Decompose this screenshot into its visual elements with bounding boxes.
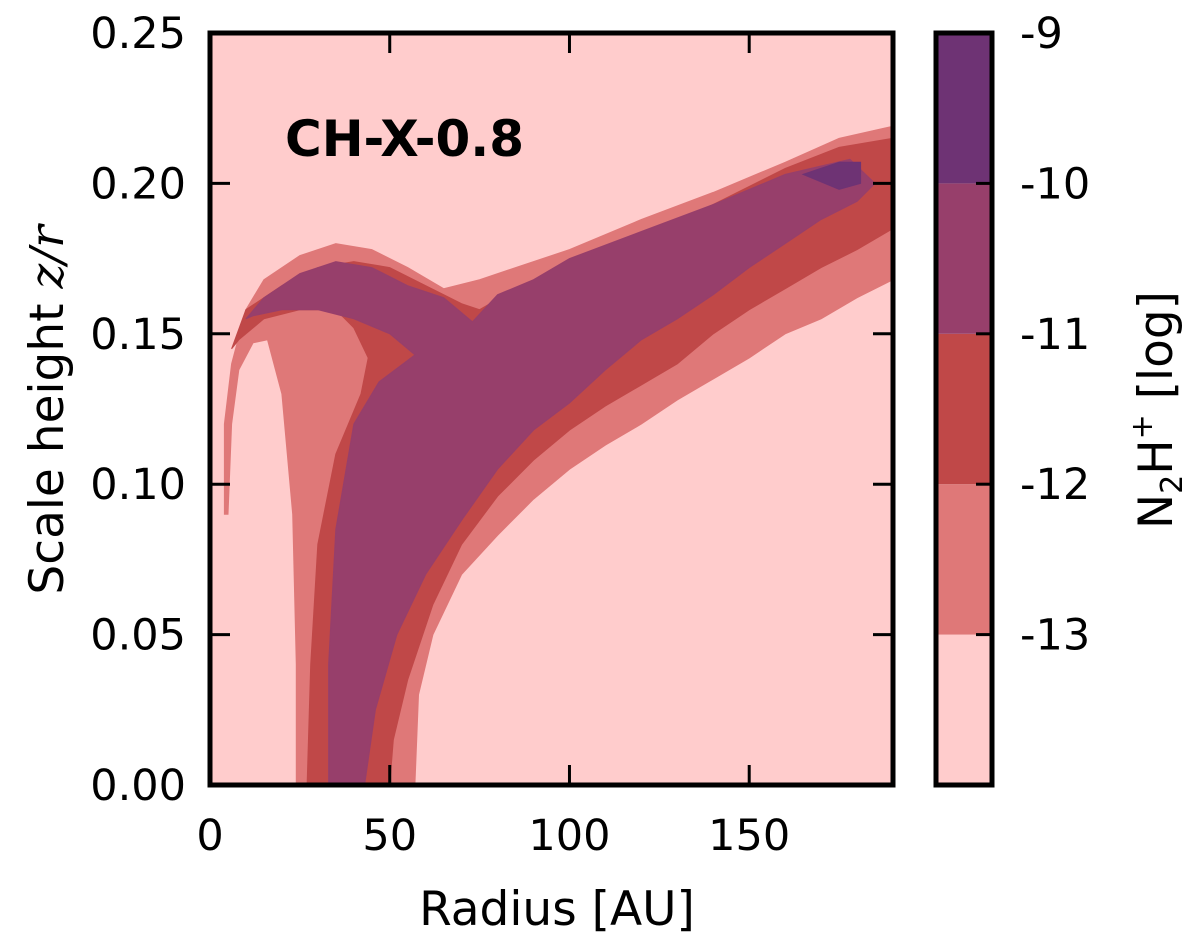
colorbar-tick-label-3: -12: [1020, 460, 1090, 510]
x-tick-label-0: 0: [196, 811, 223, 861]
colorbar-label-sub: 2: [1155, 475, 1190, 494]
x-tick-label-3: 150: [708, 811, 790, 861]
colorbar-label: N2H+ [log]: [1125, 291, 1190, 529]
colorbar-tick-label-4: -13: [1020, 611, 1090, 661]
colorbar-band-0: [936, 634, 992, 785]
colorbar-tick-label-2: -11: [1020, 310, 1090, 360]
contour-region-4: [801, 161, 862, 190]
y-axis-title: Scale height z/r: [20, 223, 75, 595]
x-axis-title: Radius [AU]: [419, 882, 695, 937]
colorbar-band-4: [936, 33, 992, 184]
contour-region-3: [245, 158, 876, 785]
colorbar-frame: [933, 30, 995, 788]
colorbar-label-n: N: [1129, 494, 1184, 529]
axis-ticks: 0 50 100 150 0.00 0.05 0.10 0.15 0.20 0.25: [90, 9, 893, 861]
colorbar-tick-label-1: -10: [1020, 159, 1090, 209]
y-tick-label-4: 0.20: [90, 159, 186, 209]
y-axis-title-math: z/r: [20, 223, 75, 290]
colorbar-band-2: [936, 333, 992, 485]
contour-regions: [210, 33, 893, 785]
colorbar-label-suffix: [log]: [1129, 291, 1184, 414]
y-tick-label-3: 0.15: [90, 310, 186, 360]
plot-frame: [207, 30, 896, 788]
colorbar-band-1: [936, 484, 992, 635]
y-tick-label-1: 0.05: [90, 611, 186, 661]
y-tick-label-5: 0.25: [90, 9, 186, 59]
colorbar-tick-label-0: -9: [1020, 9, 1063, 59]
y-axis-title-text: Scale height: [20, 288, 75, 594]
colorbar: -9 -10 -11 -12 -13: [936, 9, 1090, 785]
colorbar-label-h: H: [1129, 439, 1184, 474]
y-tick-label-2: 0.10: [90, 460, 186, 510]
colorbar-label-sup: +: [1125, 414, 1160, 439]
y-tick-label-0: 0.00: [90, 761, 186, 811]
colorbar-band-3: [936, 183, 992, 334]
x-tick-label-1: 50: [362, 811, 417, 861]
annotation-label: CH-X-0.8: [285, 110, 524, 168]
x-tick-label-2: 100: [528, 811, 610, 861]
